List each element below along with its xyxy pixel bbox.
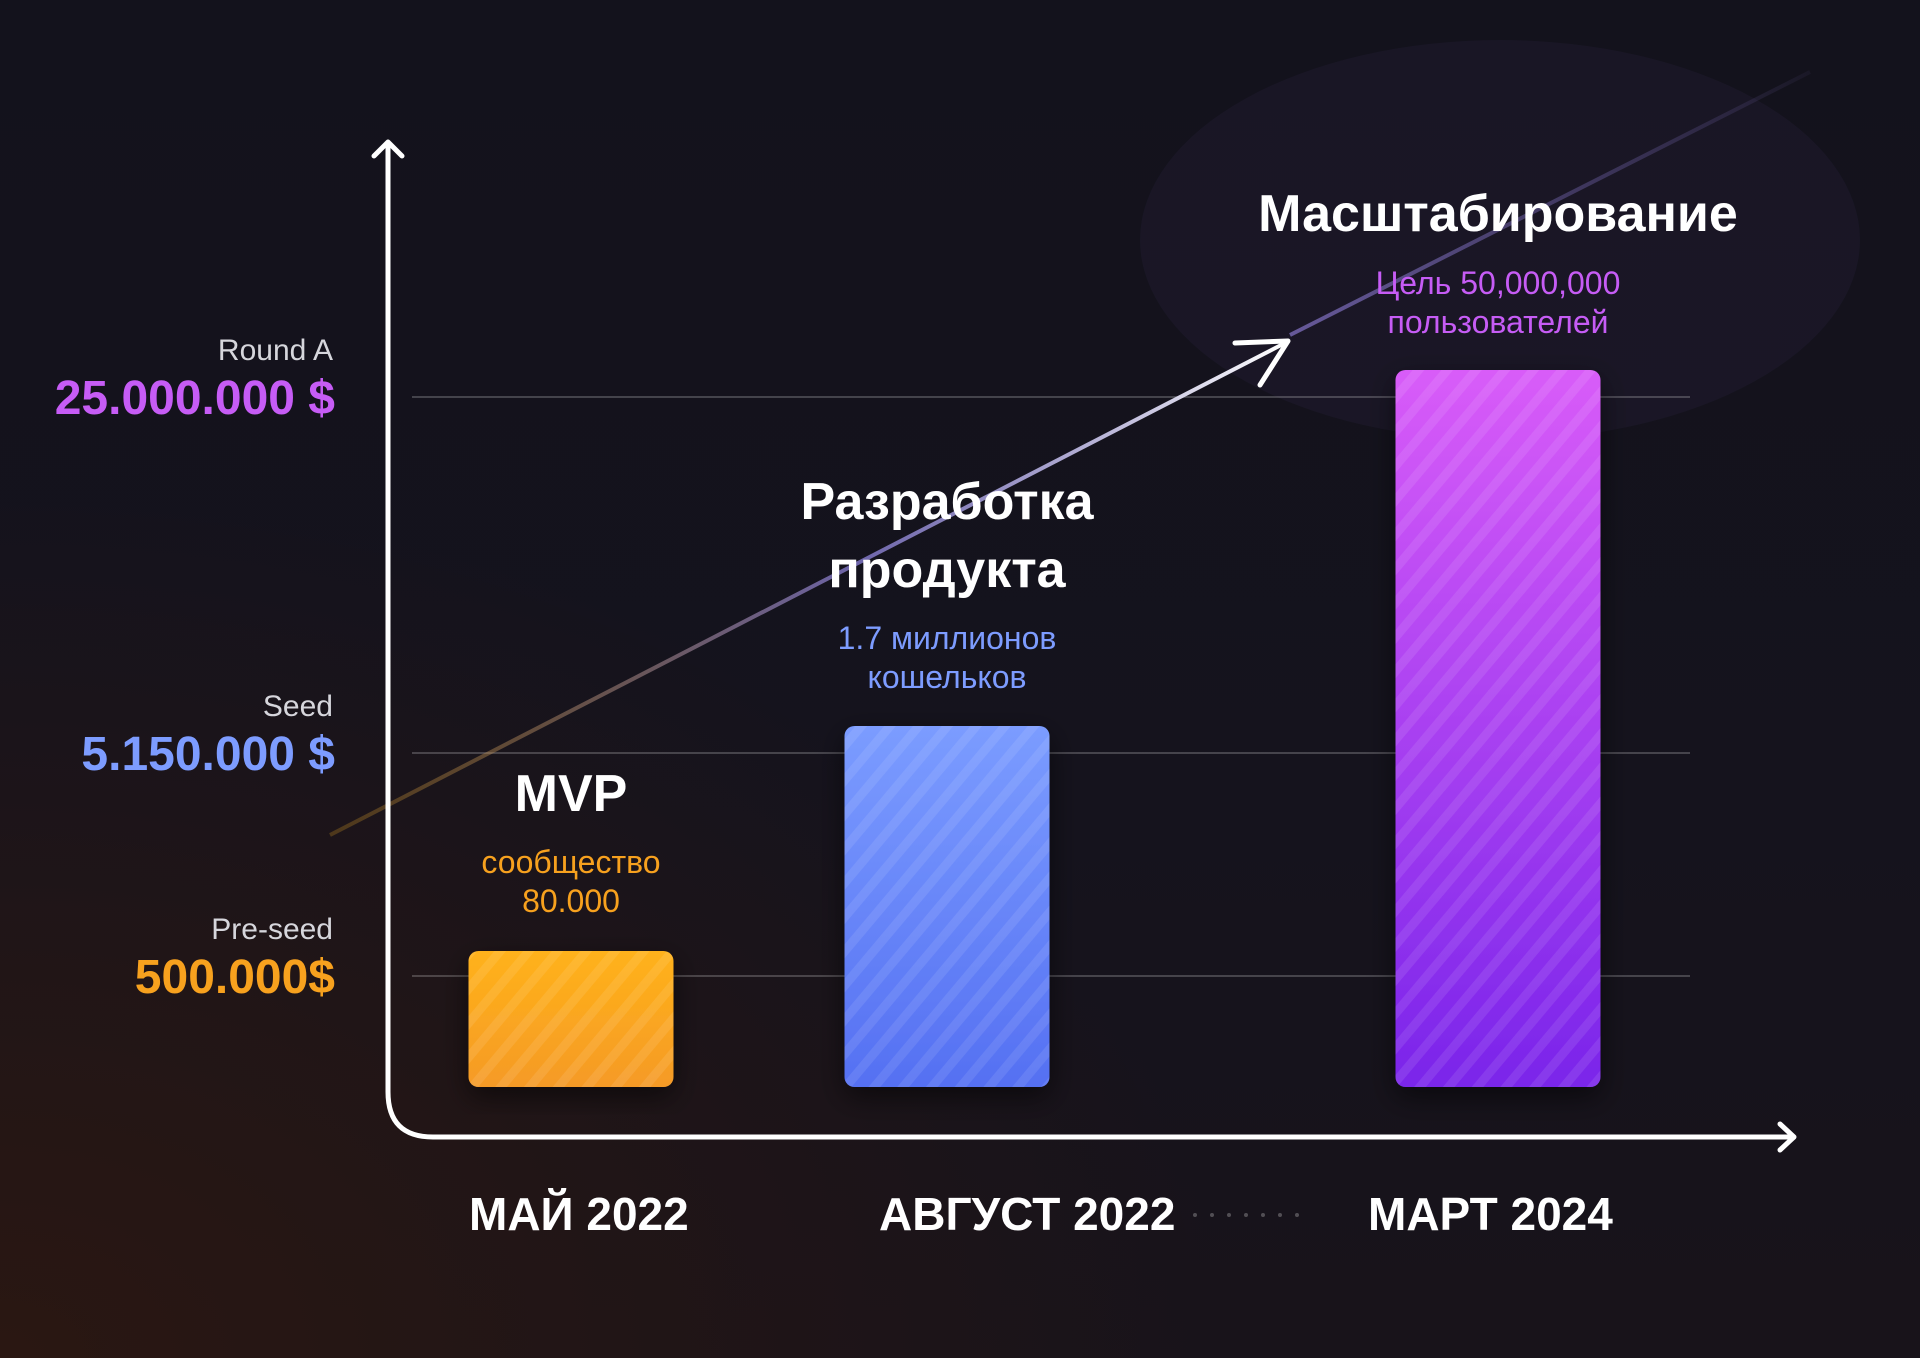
bars xyxy=(468,370,1601,1087)
stage-subtitle-line: кошельков xyxy=(867,659,1026,695)
y-axis-arrowhead xyxy=(371,139,405,159)
funding-round-labels: Pre-seed 500.000$ Seed 5.150.000 $ Round A 25… xyxy=(55,334,336,1004)
stage-title-1: MVP xyxy=(515,765,628,823)
round-amount-1: 500.000$ xyxy=(135,951,336,1004)
x-axis-arrowhead xyxy=(1777,1121,1797,1153)
stage-subtitle-line: Цель 50,000,000 xyxy=(1376,265,1621,301)
stage-title-line: MVP xyxy=(515,765,628,823)
trend-arrowhead xyxy=(1232,338,1291,388)
x-tick-label-1: МАЙ 2022 xyxy=(469,1188,689,1240)
trend-line xyxy=(329,341,1286,837)
growth-trend-arrow xyxy=(329,70,1811,837)
trend-line-faint-extension xyxy=(1289,70,1811,337)
round-amount-2: 5.150.000 $ xyxy=(81,728,335,781)
stage-title-line: Разработка xyxy=(800,473,1094,531)
stage-subtitle-2: 1.7 миллионов кошельков xyxy=(838,620,1057,695)
bar-1-texture xyxy=(468,951,674,1087)
stage-subtitle-line: 80.000 xyxy=(522,883,620,919)
x-tick-label-3: МАРТ 2024 xyxy=(1368,1188,1613,1240)
stage-title-3: Масштабирование xyxy=(1258,185,1738,243)
background-glow xyxy=(1140,40,1860,440)
stage-subtitle-line: сообщество xyxy=(481,844,660,880)
stage-title-line: Масштабирование xyxy=(1258,185,1738,243)
round-name-3: Round A xyxy=(218,334,333,367)
x-axis-tick-labels: МАЙ 2022 АВГУСТ 2022 МАРТ 2024 xyxy=(469,1188,1613,1240)
stage-subtitle-1: сообщество 80.000 xyxy=(481,844,660,919)
stage-title-2: Разработка продукта xyxy=(800,473,1094,599)
round-amount-3: 25.000.000 $ xyxy=(55,372,336,425)
y-axis-line xyxy=(385,142,1794,1140)
stage-title-line: продукта xyxy=(828,541,1066,599)
axes xyxy=(371,139,1797,1153)
bar-3-texture xyxy=(1395,370,1601,1087)
stage-subtitle-line: 1.7 миллионов xyxy=(838,620,1057,656)
round-name-2: Seed xyxy=(263,690,333,723)
round-name-1: Pre-seed xyxy=(211,913,333,946)
dotted-separator xyxy=(1193,1213,1299,1217)
stage-annotations: MVP сообщество 80.000 Разработка продукта 1.7… xyxy=(481,185,1737,919)
stage-subtitle-3: Цель 50,000,000 пользователей xyxy=(1376,265,1621,340)
bar-2-texture xyxy=(844,726,1050,1087)
stage-subtitle-line: пользователей xyxy=(1388,304,1609,340)
x-tick-label-2: АВГУСТ 2022 xyxy=(879,1188,1175,1240)
